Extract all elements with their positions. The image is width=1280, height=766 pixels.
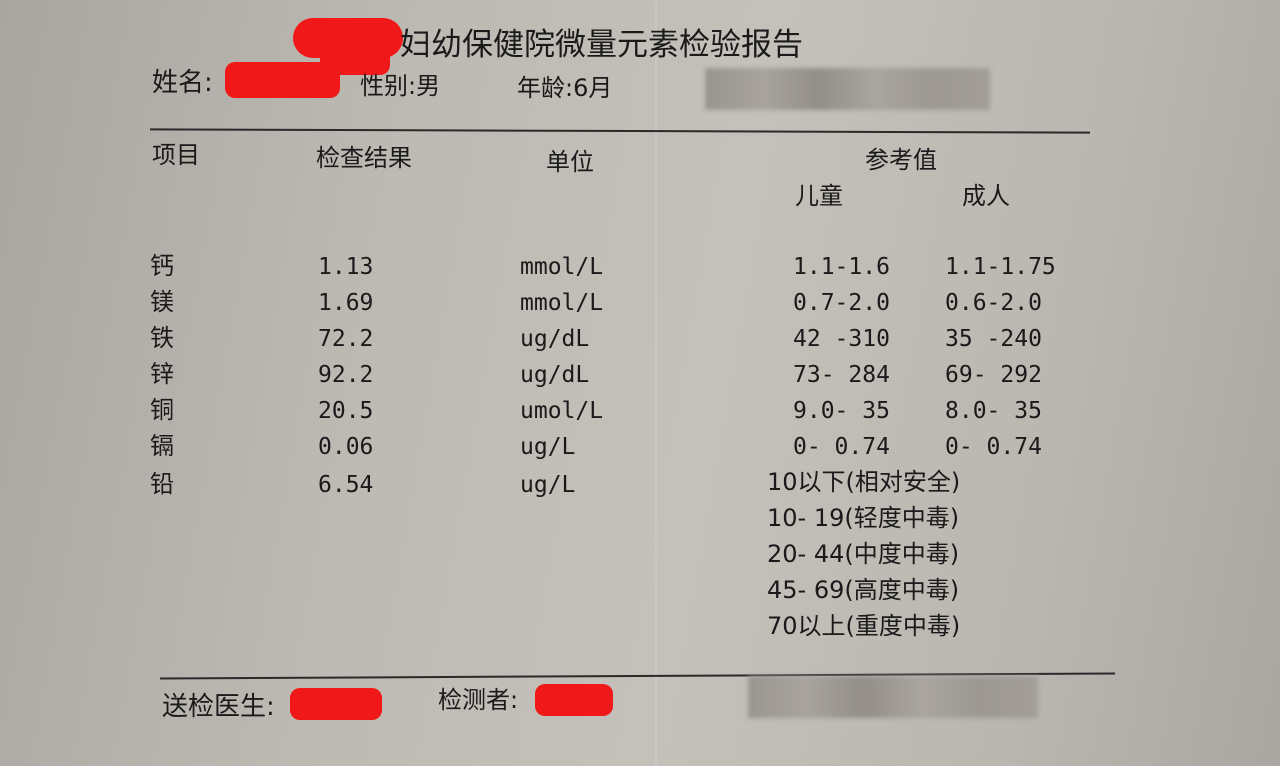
cell-item: 镉 (150, 432, 174, 460)
cell-item: 镁 (150, 288, 174, 316)
lead-reference-item: 10- 19(轻度中毒) (767, 504, 960, 532)
top-rule (149, 128, 1091, 134)
cell-child: 0- 0.74 (793, 434, 890, 460)
cell-unit: umol/L (520, 398, 604, 424)
redaction-name (225, 62, 340, 98)
cell-item: 锌 (150, 360, 174, 388)
lead-reference-item: 10以下(相对安全) (767, 468, 961, 496)
cell-unit: ug/L (520, 434, 576, 460)
cell-unit: mmol/L (520, 254, 604, 280)
lead-reference-item: 70以上(重度中毒) (767, 612, 961, 640)
cell-result: 1.13 (318, 254, 374, 280)
name-label: 姓名: (152, 68, 213, 98)
sex-label: 性别:男 (360, 72, 441, 100)
cell-adult: 35 -240 (945, 326, 1042, 352)
cell-child: 0.7-2.0 (793, 290, 890, 316)
cell-item: 钙 (150, 252, 174, 280)
report-title: 妇幼保健院微量元素检验报告 (400, 27, 803, 63)
cell-child: 73- 284 (793, 362, 890, 388)
lead-reference-item: 20- 44(中度中毒) (767, 540, 960, 568)
cell-adult: 0- 0.74 (945, 434, 1042, 460)
cell-item: 铁 (150, 324, 174, 352)
cell-unit: mmol/L (520, 290, 604, 316)
cell-result: 72.2 (318, 326, 374, 352)
cell-unit: ug/dL (520, 362, 590, 388)
cell-item: 铜 (150, 396, 174, 424)
cell-child: 9.0- 35 (793, 398, 890, 424)
doctor-label: 送检医生: (162, 692, 275, 722)
cell-adult: 8.0- 35 (945, 398, 1042, 424)
paper-fold (655, 0, 657, 766)
blurred-footer (748, 676, 1038, 718)
blurred-info (705, 68, 990, 110)
header-result: 检查结果 (316, 144, 412, 172)
cell-result: 0.06 (318, 434, 374, 460)
cell-unit: ug/L (520, 472, 576, 498)
header-adult: 成人 (962, 182, 1010, 210)
redaction-doctor (290, 688, 382, 720)
cell-child: 1.1-1.6 (793, 254, 890, 280)
header-unit: 单位 (546, 148, 594, 176)
cell-result: 1.69 (318, 290, 374, 316)
cell-child: 42 -310 (793, 326, 890, 352)
header-child: 儿童 (795, 182, 843, 210)
header-reference: 参考值 (865, 146, 937, 174)
tester-label: 检测者: (438, 686, 519, 714)
cell-unit: ug/dL (520, 326, 590, 352)
cell-adult: 0.6-2.0 (945, 290, 1042, 316)
cell-adult: 69- 292 (945, 362, 1042, 388)
lead-reference-item: 45- 69(高度中毒) (767, 576, 960, 604)
cell-result: 20.5 (318, 398, 374, 424)
age-label: 年龄:6月 (517, 74, 613, 102)
cell-result: 92.2 (318, 362, 374, 388)
cell-adult: 1.1-1.75 (945, 254, 1056, 280)
header-item: 项目 (152, 141, 200, 169)
cell-result: 6.54 (318, 472, 374, 498)
redaction-tester (535, 684, 613, 716)
cell-item: 铅 (150, 470, 174, 498)
